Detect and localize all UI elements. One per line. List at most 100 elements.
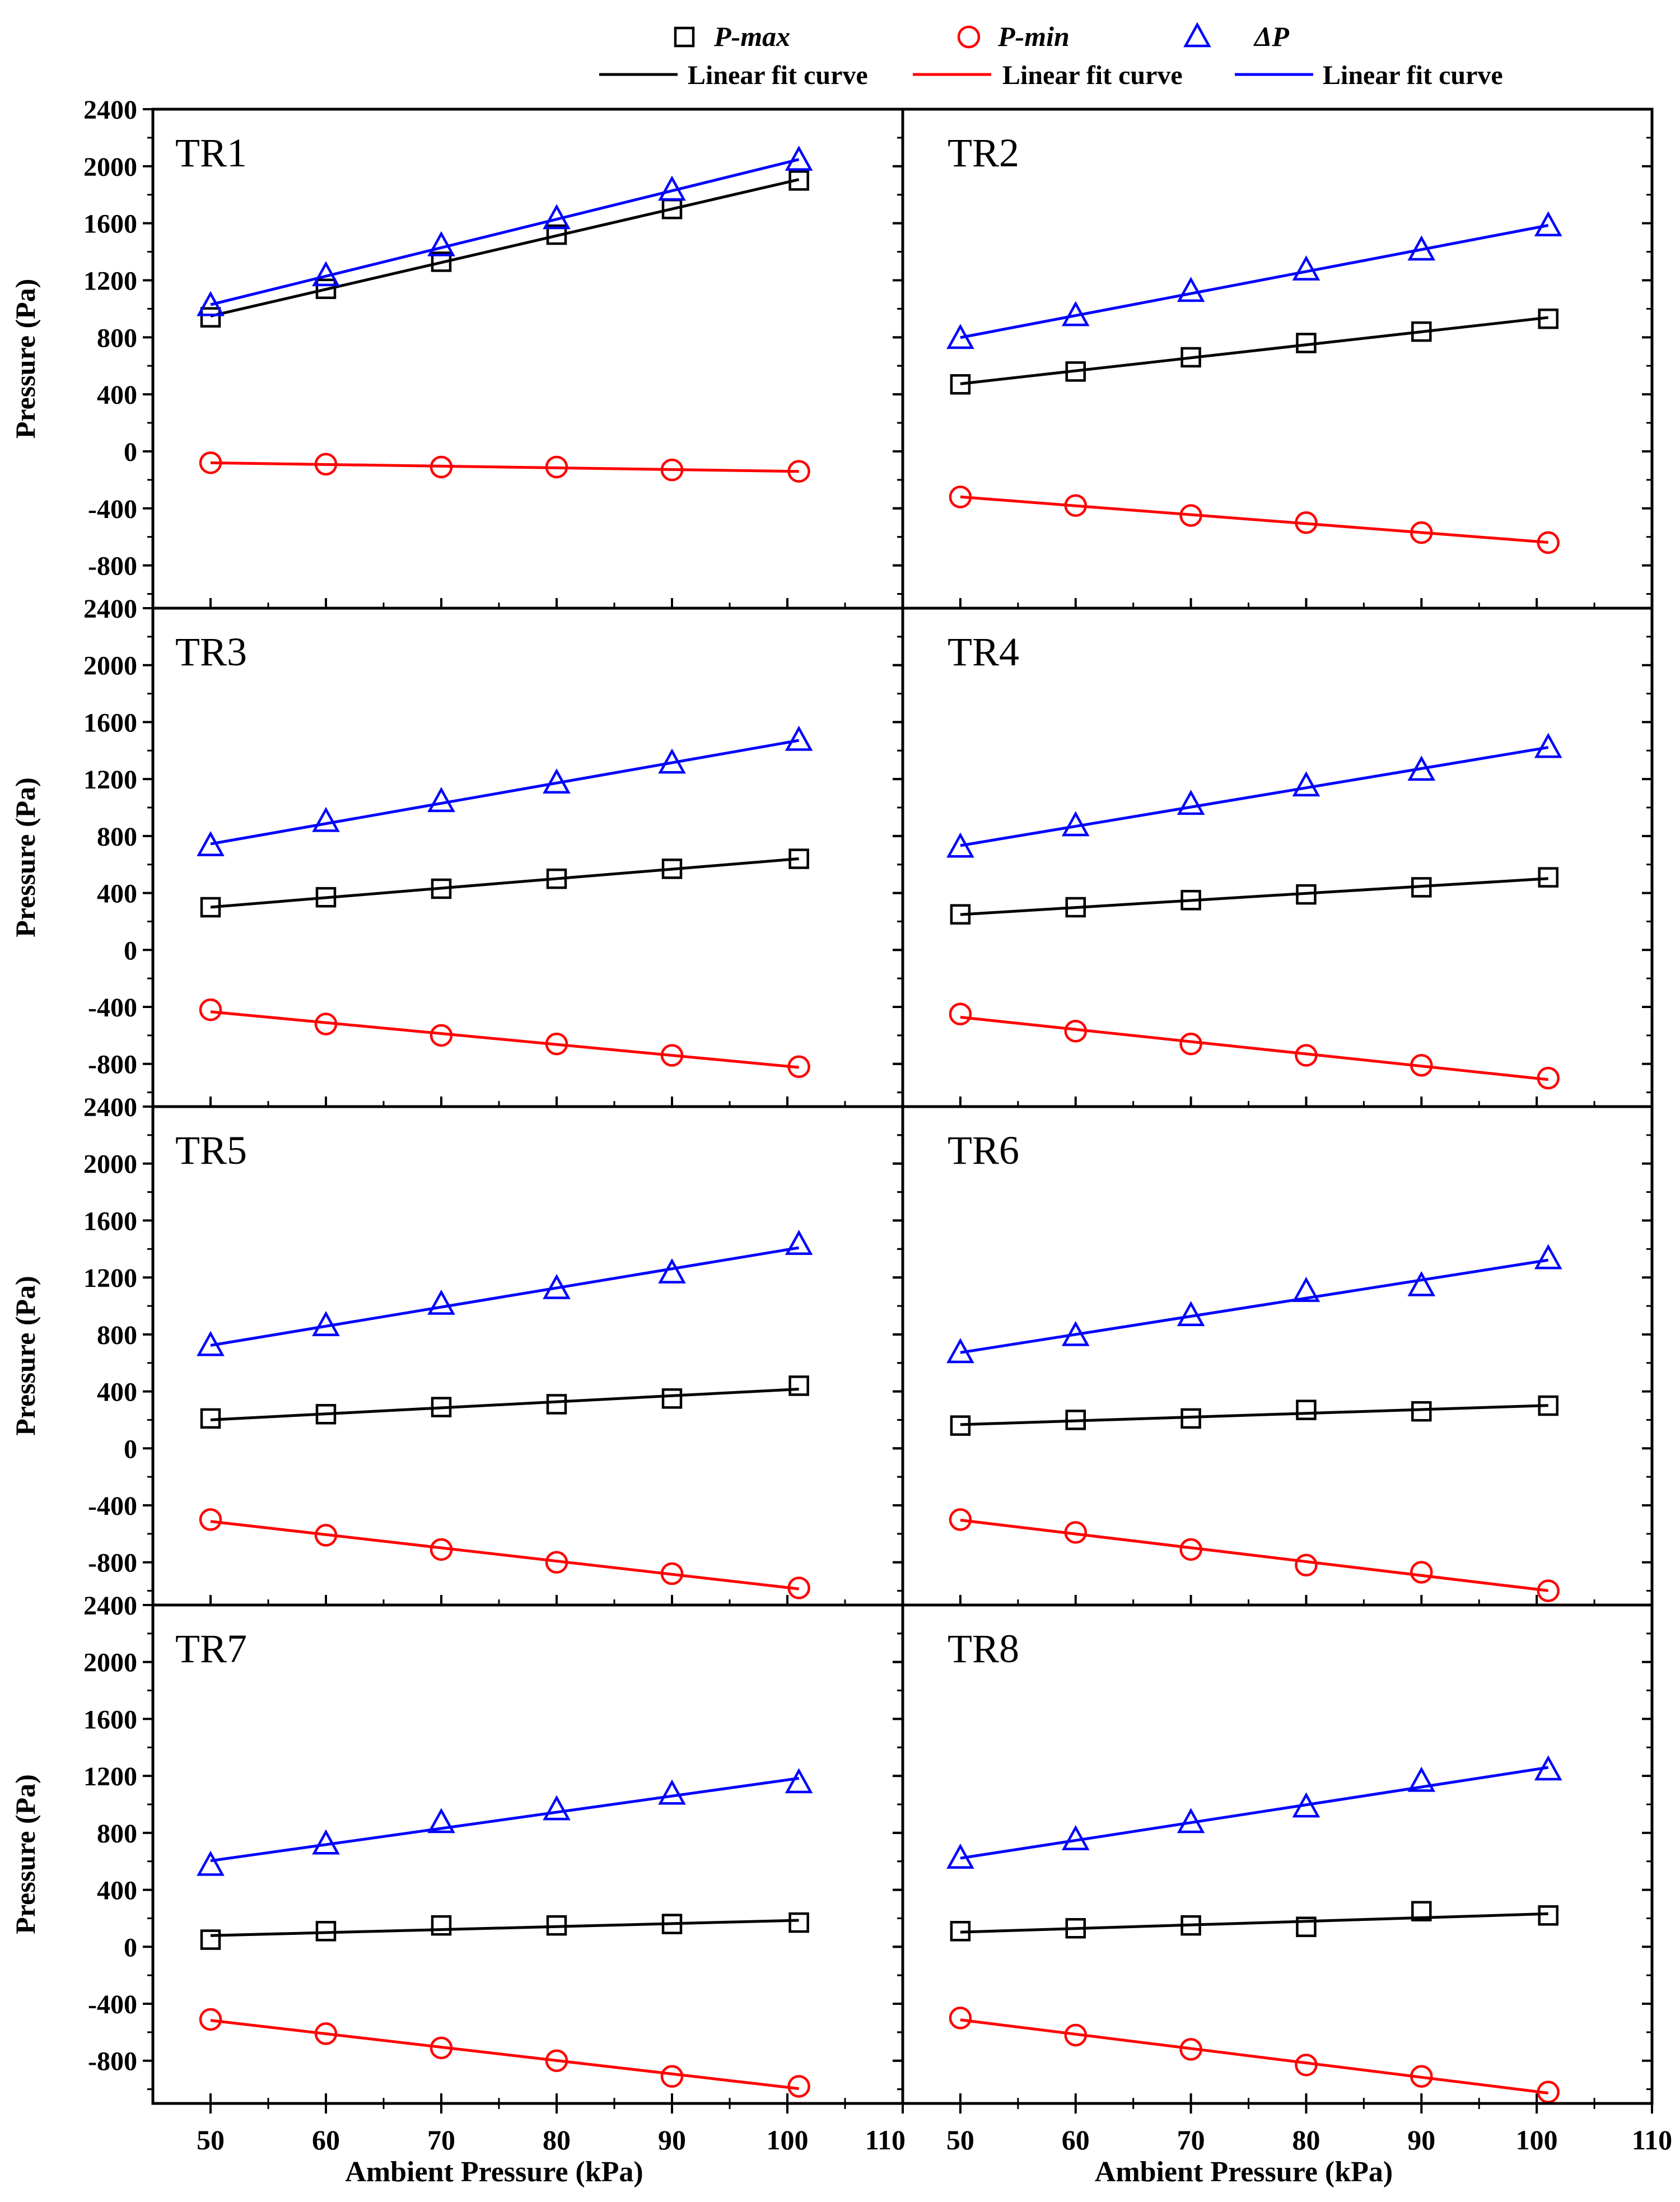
data-point-p-min: [787, 1055, 810, 1079]
data-point-p-max: [431, 1397, 452, 1417]
legend-fit-label: Linear fit curve: [688, 60, 868, 90]
panel-title: TR3: [175, 629, 247, 674]
data-point--p: [1407, 755, 1436, 781]
y-axis-label: Pressure (Pa): [10, 279, 41, 439]
data-point-p-min: [430, 1024, 453, 1047]
x-tick-label: 50: [946, 2124, 974, 2156]
data-point-p-max: [950, 1921, 971, 1942]
data-point-p-max: [315, 1921, 337, 1942]
panel-title: TR1: [175, 130, 247, 175]
data-point-p-max: [546, 1394, 567, 1415]
panel-tr1: 2400 2000 1600 1200 800 400 0 -400 -800 TR1 Pressu…: [10, 95, 904, 610]
y-tick-label: 2000: [83, 152, 137, 182]
data-point--p: [543, 768, 571, 794]
fit-line-p-min: [210, 2019, 799, 2091]
data-point--p: [658, 1258, 686, 1284]
data-point-p-max: [1296, 1916, 1317, 1937]
data-point-p-min: [1537, 1579, 1560, 1602]
data-point-p-min: [1537, 1066, 1560, 1090]
data-point-p-max: [1411, 877, 1432, 898]
data-point--p: [197, 1850, 225, 1876]
y-tick-label: 1200: [83, 1762, 137, 1792]
fit-line--p: [210, 739, 800, 846]
data-point--p: [1061, 1825, 1090, 1850]
y-tick-label: 2000: [83, 1648, 137, 1678]
data-point-p-max: [200, 897, 221, 918]
y-tick-label: 1600: [83, 209, 137, 239]
data-point--p: [312, 1829, 340, 1855]
fit-line--p: [960, 1766, 1549, 1860]
data-point-p-min: [1295, 1553, 1318, 1577]
data-point-p-min: [314, 2022, 338, 2045]
data-point--p: [1177, 277, 1205, 302]
data-point-p-max: [788, 1375, 809, 1396]
panel-title: TR8: [948, 1626, 1019, 1671]
y-tick-label: 1600: [83, 708, 137, 738]
y-tick-label: -400: [88, 1990, 137, 2019]
data-point--p: [785, 1230, 813, 1255]
data-point--p: [197, 291, 225, 316]
data-point-p-max: [1180, 1915, 1201, 1936]
data-point-p-max: [1180, 1408, 1201, 1429]
panel-frame: [151, 1105, 904, 1607]
data-point--p: [785, 1768, 813, 1794]
data-point-p-min: [1179, 1538, 1202, 1561]
data-point-p-max: [315, 278, 337, 300]
x-tick-label: 90: [1407, 2124, 1435, 2156]
data-point-p-min: [949, 1002, 972, 1025]
panel-title: TR7: [175, 1626, 247, 1671]
data-point--p: [658, 1779, 686, 1805]
data-point-p-max: [546, 868, 567, 889]
x-tick-label: 100: [767, 2124, 809, 2156]
data-point-p-max: [431, 1915, 452, 1936]
data-point-p-min: [199, 2008, 222, 2031]
data-point--p: [1292, 771, 1320, 797]
data-point-p-max: [1065, 1410, 1086, 1430]
y-tick-label: -800: [88, 2047, 137, 2077]
data-point-p-max: [1180, 347, 1201, 368]
data-point--p: [1534, 1244, 1562, 1270]
data-point-p-max: [788, 848, 809, 869]
data-point-p-min: [1179, 1032, 1202, 1056]
data-point-p-min: [545, 2049, 568, 2072]
data-point--p: [1292, 1276, 1320, 1302]
data-point-p-max: [315, 887, 337, 908]
y-tick-label: 400: [97, 1876, 137, 1906]
data-point--p: [1061, 301, 1090, 326]
fit-line--p: [210, 158, 800, 306]
y-tick-label: -400: [88, 1491, 137, 1521]
data-point-p-min: [1410, 1054, 1433, 1077]
data-point--p: [197, 1331, 225, 1356]
data-point-p-min: [1295, 1044, 1318, 1067]
data-point-p-max: [661, 859, 683, 879]
x-tick-label: 110: [865, 2124, 906, 2156]
data-point-p-max: [431, 251, 452, 272]
panel-tr4: TR4: [893, 607, 1654, 1108]
data-point--p: [946, 324, 974, 349]
data-point--p: [312, 261, 340, 287]
y-tick-label: 1600: [83, 1206, 137, 1236]
legend: P-max P-min ΔP Linear fit curve Linear fit c…: [599, 21, 1503, 90]
data-point--p: [543, 204, 571, 230]
fit-line-p-max: [210, 1387, 799, 1421]
data-point-p-min: [949, 2007, 972, 2030]
x-tick-label: 60: [1062, 2124, 1090, 2156]
x-tick-label: 100: [1516, 2124, 1558, 2156]
data-point-p-min: [787, 460, 810, 483]
data-point--p: [1177, 790, 1205, 815]
fit-line-p-max: [960, 1404, 1548, 1426]
panel-tr2: TR2: [893, 108, 1654, 610]
data-point--p: [1407, 1766, 1436, 1792]
legend-label: ΔP: [1253, 21, 1289, 52]
data-point-p-min: [430, 455, 453, 479]
x-tick-label: 70: [427, 2124, 455, 2156]
data-point-p-max: [788, 170, 809, 191]
data-point-p-min: [545, 1551, 568, 1574]
x-tick-label: 80: [543, 2124, 571, 2156]
data-point-p-min: [199, 451, 222, 474]
y-tick-label: 2400: [83, 594, 137, 624]
data-point--p: [946, 1843, 974, 1869]
data-point--p: [427, 1808, 455, 1834]
data-point-p-max: [1411, 321, 1432, 342]
y-tick-label: 1200: [83, 765, 137, 795]
